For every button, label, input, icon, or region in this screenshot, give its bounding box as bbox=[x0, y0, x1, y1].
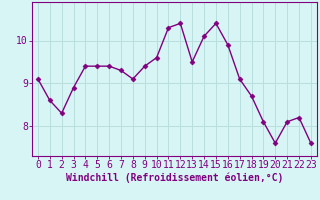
X-axis label: Windchill (Refroidissement éolien,°C): Windchill (Refroidissement éolien,°C) bbox=[66, 173, 283, 183]
